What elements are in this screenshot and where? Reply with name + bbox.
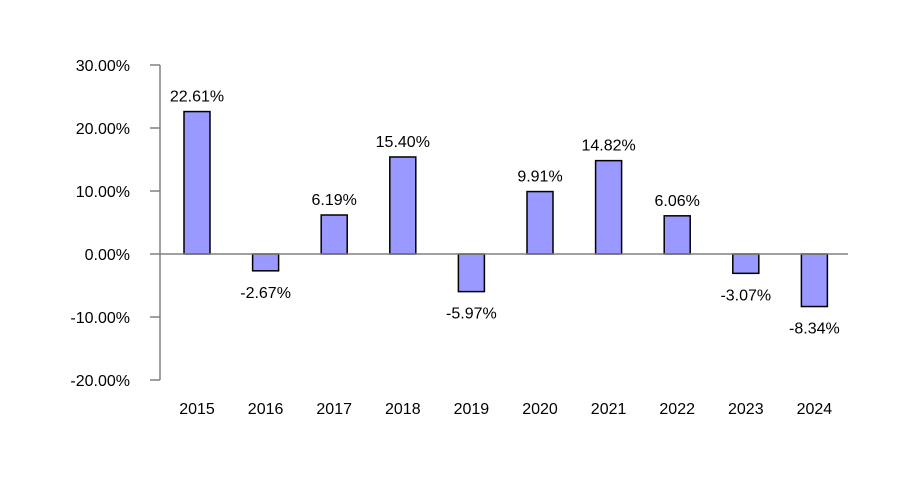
bar-2021 — [594, 159, 623, 255]
y-tick-label: 30.00% — [76, 58, 130, 75]
data-label-2021: 14.82% — [581, 138, 635, 155]
bar-2020 — [526, 190, 554, 255]
x-tick-label-2024: 2024 — [797, 401, 833, 418]
bar-2018 — [389, 156, 417, 255]
data-label-2015: 22.61% — [170, 89, 224, 106]
y-tick-label: 10.00% — [76, 184, 130, 201]
data-label-2022: 6.06% — [655, 193, 700, 210]
x-tick-label-2023: 2023 — [728, 401, 764, 418]
x-tick-label-2017: 2017 — [316, 401, 352, 418]
data-label-2019: -5.97% — [446, 306, 497, 323]
data-label-2023: -3.07% — [720, 287, 771, 304]
bar-2017 — [320, 214, 348, 255]
y-tick-label: 0.00% — [85, 247, 130, 264]
x-tick-label-2022: 2022 — [659, 401, 695, 418]
x-tick-label-2015: 2015 — [179, 401, 215, 418]
bars — [183, 110, 829, 308]
data-label-2016: -2.67% — [240, 285, 291, 302]
bar-2022 — [663, 215, 691, 255]
y-tick-label: -10.00% — [70, 310, 130, 327]
data-labels: 22.61% -2.67% 6.19% 15.40% -5.97% 9.91% 14.82%… — [170, 89, 840, 338]
y-tick-label: -20.00% — [70, 373, 130, 390]
x-tick-label-2018: 2018 — [385, 401, 421, 418]
bar-2015 — [183, 110, 211, 255]
data-label-2020: 9.91% — [517, 169, 562, 186]
y-tick-label: 20.00% — [76, 121, 130, 138]
data-label-2018: 15.40% — [376, 134, 430, 151]
x-tick-label-2016: 2016 — [248, 401, 284, 418]
bar-2016 — [251, 253, 280, 272]
bar-2024 — [800, 253, 829, 308]
data-label-2024: -8.34% — [789, 321, 840, 338]
bar-2023 — [732, 253, 760, 275]
x-tick-label-2019: 2019 — [454, 401, 490, 418]
bar-2019 — [457, 253, 486, 293]
x-tick-label-2020: 2020 — [522, 401, 558, 418]
y-ticks: 30.00% 20.00% 10.00% 0.00% -10.00% -20.00% — [70, 58, 160, 390]
y-axis: 30.00% 20.00% 10.00% 0.00% -10.00% -20.00% — [70, 58, 161, 390]
data-label-2017: 6.19% — [312, 192, 357, 209]
x-tick-label-2021: 2021 — [591, 401, 627, 418]
x-axis-labels: 2015 2016 2017 2018 2019 2020 2021 2022 2023 2024 — [179, 401, 832, 418]
